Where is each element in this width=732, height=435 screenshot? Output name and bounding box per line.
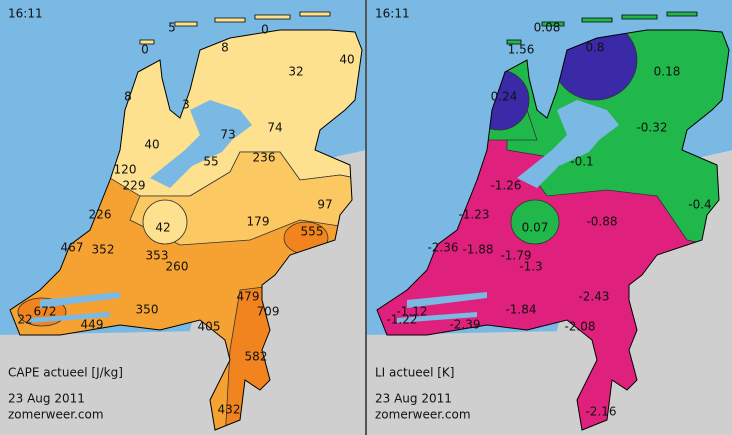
station-value: -1.23	[458, 208, 489, 222]
station-value: 709	[257, 305, 280, 319]
station-value: 40	[144, 138, 159, 152]
station-value: -0.32	[636, 121, 667, 135]
map-title: LI actueel [K]	[375, 366, 454, 380]
station-value: 32	[288, 65, 303, 79]
station-value: -1.84	[505, 303, 536, 317]
date-label: 23 Aug 2011	[8, 392, 85, 406]
station-value: 432	[218, 403, 241, 417]
station-value: 0.07	[522, 221, 549, 235]
map-title: CAPE actueel [J/kg]	[8, 366, 123, 380]
station-value: 236	[253, 151, 276, 165]
station-value: 55	[203, 155, 218, 169]
station-value: 97	[317, 198, 332, 212]
station-value: 5	[168, 21, 176, 35]
cape-panel: 5 0 8 0 32 40 8 3 73 74 40 55 236 120 229 97 226 179 42 555…	[0, 0, 365, 435]
station-value: 40	[339, 53, 354, 67]
date-label: 23 Aug 2011	[375, 392, 452, 406]
station-value: 0.18	[654, 65, 681, 79]
station-value: 74	[267, 121, 282, 135]
station-value: -2.43	[578, 290, 609, 304]
site-label: zomerweer.com	[8, 408, 104, 422]
station-value: 0.08	[534, 21, 561, 35]
station-value: 449	[81, 318, 104, 332]
station-value: 353	[146, 249, 169, 263]
station-value: 479	[237, 290, 260, 304]
station-value: 120	[114, 163, 137, 177]
station-value: 467	[61, 241, 84, 255]
station-value: 350	[136, 303, 159, 317]
station-value: 555	[301, 225, 324, 239]
station-value: 179	[247, 215, 270, 229]
station-value: 8	[221, 41, 229, 55]
station-value: -1.88	[462, 243, 493, 257]
station-value: -0.4	[688, 198, 711, 212]
station-value: -1.26	[490, 179, 521, 193]
station-value: -0.1	[570, 155, 593, 169]
station-value: 352	[92, 243, 115, 257]
station-value: -2.16	[585, 405, 616, 419]
station-value: 229	[123, 179, 146, 193]
station-value: -2.08	[564, 320, 595, 334]
station-value: 22	[17, 313, 32, 327]
station-value: 0.24	[491, 90, 518, 104]
li-panel: 0.08 1.56 0.8 0.18 0.24 -0.32 -0.1 -1.26 -1.23 0.…	[367, 0, 732, 435]
station-value: 405	[198, 320, 221, 334]
station-value: 0	[141, 43, 149, 57]
station-value: -2.39	[449, 318, 480, 332]
station-value: 226	[89, 208, 112, 222]
station-value: -1.12	[396, 305, 427, 319]
time-label: 16:11	[375, 7, 410, 21]
station-value: 260	[166, 260, 189, 274]
station-value: 73	[220, 128, 235, 142]
site-label: zomerweer.com	[375, 408, 471, 422]
station-value: 8	[124, 90, 132, 104]
station-value: 1.56	[508, 43, 535, 57]
station-value: -0.88	[586, 215, 617, 229]
station-value: 3	[182, 98, 190, 112]
station-value: 0.8	[585, 41, 604, 55]
station-value: 672	[34, 305, 57, 319]
station-value: -2.36	[427, 241, 458, 255]
station-value: 0	[261, 23, 269, 37]
station-value: 582	[245, 350, 268, 364]
station-value: -1.79	[500, 249, 531, 263]
time-label: 16:11	[8, 7, 43, 21]
station-value: 42	[155, 221, 170, 235]
station-value: -1.3	[519, 260, 542, 274]
station-value: -1.22	[386, 313, 417, 327]
